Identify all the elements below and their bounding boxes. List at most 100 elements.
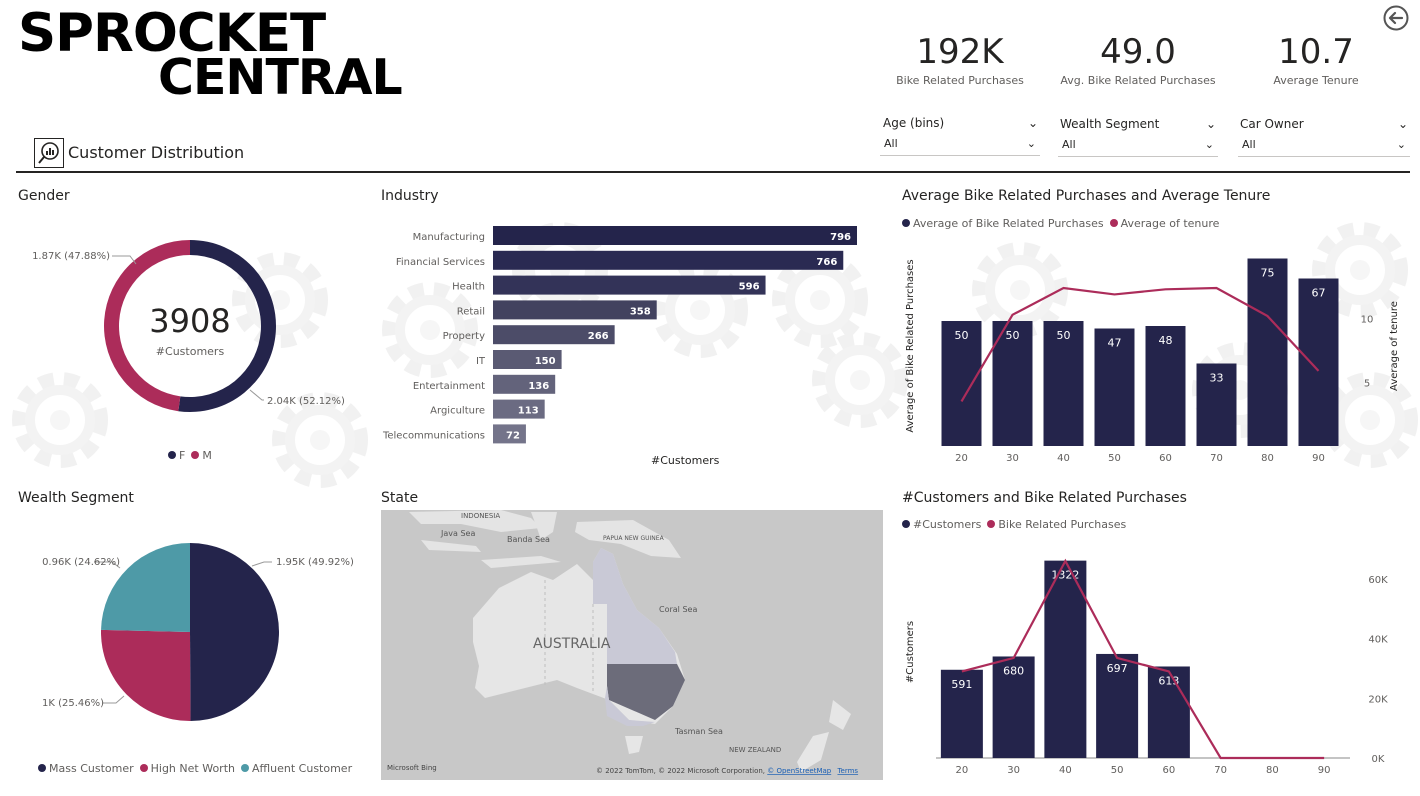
bar[interactable] xyxy=(1147,666,1190,758)
bar[interactable] xyxy=(1247,258,1288,447)
terms-link[interactable]: Terms xyxy=(836,767,858,775)
industry-bar[interactable] xyxy=(493,226,857,245)
wealth-segment-pie-chart: 1.95K (49.92%) 0.96K (24.62%) 1K (25.46%… xyxy=(42,543,354,721)
legend-item-mass-customer[interactable]: Mass Customer xyxy=(38,762,134,775)
bar[interactable] xyxy=(1043,321,1084,446)
legend-item-avg-bike-purchases[interactable]: Average of Bike Related Purchases xyxy=(902,217,1104,230)
bar[interactable] xyxy=(1094,328,1135,447)
map-label-png: PAPUA NEW GUINEA xyxy=(603,535,665,542)
magnifier-chart-icon xyxy=(34,138,64,168)
industry-bar[interactable] xyxy=(493,325,615,345)
chevron-down-icon[interactable]: ⌄ xyxy=(1396,138,1406,151)
bar[interactable] xyxy=(1096,653,1139,758)
industry-bar[interactable] xyxy=(493,399,545,419)
legend-item-high-net-worth[interactable]: High Net Worth xyxy=(139,762,235,775)
industry-bar[interactable] xyxy=(493,374,556,394)
bar[interactable] xyxy=(1196,363,1237,447)
chevron-down-icon[interactable]: ⌄ xyxy=(1397,117,1408,131)
y-axis-label: Average of Bike Related Purchases xyxy=(905,259,916,432)
line-series[interactable] xyxy=(961,558,1325,760)
kpi-label: Bike Related Purchases xyxy=(896,74,1024,87)
industry-bar[interactable] xyxy=(493,424,526,444)
x-tick-label: 80 xyxy=(1261,453,1274,464)
x-tick-label: 60 xyxy=(1163,765,1176,776)
legend-item-customers[interactable]: #Customers xyxy=(902,518,981,531)
slicer-age-bins: Age (bins) ⌄ All ⌄ xyxy=(880,113,1040,156)
bar[interactable] xyxy=(992,656,1035,758)
industry-category-label: IT xyxy=(476,356,486,367)
legend-label: Average of Bike Related Purchases xyxy=(913,217,1104,230)
australia-map: INDONESIA Java Sea Banda Sea PAPUA NEW G… xyxy=(381,510,883,780)
donut-leader-f xyxy=(249,389,264,401)
industry-bar[interactable] xyxy=(493,275,766,295)
bar[interactable] xyxy=(941,321,982,446)
industry-data-label: 136 xyxy=(528,381,549,392)
legend-item-affluent-customer[interactable]: Affluent Customer xyxy=(240,762,352,775)
chevron-down-icon[interactable]: ⌄ xyxy=(1027,116,1038,130)
legend-item-bike-purchases[interactable]: Bike Related Purchases xyxy=(987,518,1126,531)
indonesia-landmass xyxy=(409,510,541,532)
pie-slice-mass-customer[interactable] xyxy=(190,543,279,721)
industry-category-label: Manufacturing xyxy=(413,232,485,243)
map-label-coral-sea: Coral Sea xyxy=(659,605,697,614)
slicer-title[interactable]: Age (bins) ⌄ xyxy=(880,113,1040,133)
back-arrow-icon[interactable] xyxy=(1382,4,1410,32)
donut-slice-m[interactable] xyxy=(104,240,190,412)
sprocket-central-logo: SPROCKET CENTRAL xyxy=(18,4,403,108)
legend-item-m[interactable]: M xyxy=(191,449,212,462)
bar[interactable] xyxy=(1044,560,1087,758)
industry-category-label: Financial Services xyxy=(396,257,485,268)
y2-tick-label: 60K xyxy=(1368,575,1388,586)
map-label-australia: AUSTRALIA xyxy=(533,636,611,652)
bar[interactable] xyxy=(940,669,983,758)
bar-data-label: 50 xyxy=(1057,329,1071,342)
legend-item-avg-tenure[interactable]: Average of tenure xyxy=(1109,217,1219,230)
donut-slice-f[interactable] xyxy=(178,240,277,412)
slicer-dropdown[interactable]: All ⌄ xyxy=(1058,134,1218,157)
bar[interactable] xyxy=(1298,278,1339,447)
legend-item-f[interactable]: F xyxy=(168,449,185,462)
industry-bar[interactable] xyxy=(493,350,562,369)
customers-purchases-legend: #Customers Bike Related Purchases xyxy=(902,518,1132,531)
osm-link[interactable]: © OpenStreetMap xyxy=(767,767,832,775)
line-series[interactable] xyxy=(960,286,1320,402)
slicer-wealth-segment: Wealth Segment ⌄ All ⌄ xyxy=(1058,114,1218,157)
industry-bar[interactable] xyxy=(493,250,844,270)
industry-category-label: Entertainment xyxy=(413,381,485,392)
legend-label: #Customers xyxy=(913,518,982,531)
bar[interactable] xyxy=(1145,326,1186,446)
chevron-down-icon[interactable]: ⌄ xyxy=(1204,138,1214,151)
map-label-nz: NEW ZEALAND xyxy=(729,746,781,754)
industry-x-axis-label: #Customers xyxy=(651,454,720,467)
industry-category-label: Retail xyxy=(457,306,485,317)
bar-data-label: 47 xyxy=(1108,337,1122,350)
bar-data-label: 75 xyxy=(1261,267,1275,280)
industry-data-label: 150 xyxy=(535,356,556,367)
bar-data-label: 67 xyxy=(1312,287,1326,300)
slicer-car-owner: Car Owner ⌄ All ⌄ xyxy=(1238,114,1410,157)
chevron-down-icon[interactable]: ⌄ xyxy=(1026,137,1036,150)
pie-slice-affluent-customer[interactable] xyxy=(101,543,190,632)
pie-leader-hnw xyxy=(102,695,125,704)
chevron-down-icon[interactable]: ⌄ xyxy=(1205,117,1216,131)
gender-donut-chart: 3908 #Customers 1.87K (47.88%) 2.04K (52… xyxy=(32,240,345,412)
x-tick-label: 50 xyxy=(1108,453,1121,464)
slicer-title[interactable]: Car Owner ⌄ xyxy=(1238,114,1410,134)
donut-center-value: 3908 xyxy=(149,302,230,340)
x-tick-label: 40 xyxy=(1059,765,1072,776)
slicer-title[interactable]: Wealth Segment ⌄ xyxy=(1058,114,1218,134)
slicer-dropdown[interactable]: All ⌄ xyxy=(1238,134,1410,157)
pie-label-hnw: 1K (25.46%) xyxy=(42,698,104,709)
pie-slice-high-net-worth[interactable] xyxy=(101,629,191,721)
bar[interactable] xyxy=(992,321,1033,446)
donut-leader-m xyxy=(112,255,137,265)
industry-bar[interactable] xyxy=(493,300,657,320)
slicer-dropdown[interactable]: All ⌄ xyxy=(880,133,1040,156)
header-divider xyxy=(16,171,1410,173)
victoria-region xyxy=(605,686,655,726)
bar-data-label: 697 xyxy=(1107,662,1128,675)
industry-data-label: 72 xyxy=(506,430,520,441)
kpi-label: Average Tenure xyxy=(1273,74,1359,87)
industry-category-label: Health xyxy=(452,282,485,293)
state-map[interactable]: INDONESIA Java Sea Banda Sea PAPUA NEW G… xyxy=(381,510,883,780)
